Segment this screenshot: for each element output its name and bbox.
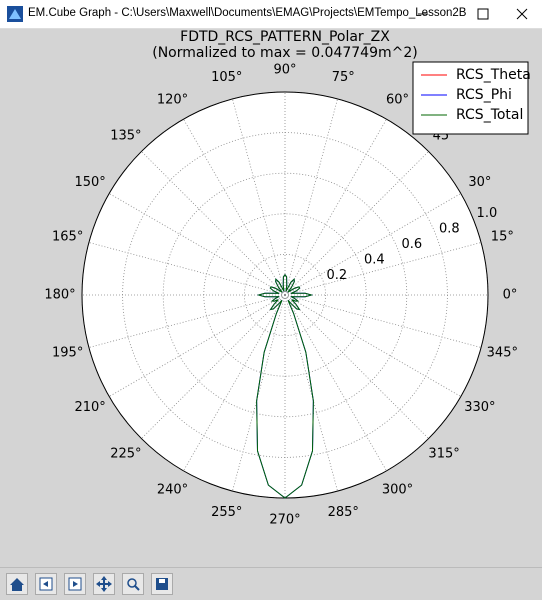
grid-spoke: [232, 294, 286, 492]
grid-spoke: [284, 294, 338, 492]
grid-spoke: [108, 193, 286, 296]
grid-ring: [203, 213, 367, 377]
grid-spoke: [284, 98, 338, 296]
grid-spoke: [284, 294, 387, 472]
angle-tick-label: 240°: [157, 482, 188, 497]
grid-spoke: [88, 294, 286, 348]
grid-spoke: [88, 242, 286, 296]
radial-tick-label: 0.6: [402, 237, 423, 252]
grid-spoke: [284, 151, 429, 296]
chart-title: FDTD_RCS_PATTERN_Polar_ZX: [180, 29, 390, 45]
angle-tick-label: 255°: [211, 505, 242, 520]
forward-button[interactable]: [64, 573, 86, 595]
angle-tick-label: 345°: [487, 346, 518, 361]
save-button[interactable]: [151, 573, 173, 595]
angle-tick-label: 105°: [211, 70, 242, 85]
angle-tick-label: 210°: [74, 400, 105, 415]
angle-tick-label: 0°: [503, 288, 518, 303]
grid-spoke: [183, 118, 286, 296]
window-controls: [418, 8, 528, 20]
series-line: [256, 273, 314, 499]
grid-spoke: [232, 98, 286, 296]
close-button[interactable]: [516, 8, 528, 20]
grid-ring: [162, 172, 408, 418]
radial-tick-label: 1.0: [477, 206, 498, 221]
legend-label: RCS_Theta: [456, 67, 531, 83]
angle-tick-label: 180°: [44, 288, 75, 303]
grid-spoke: [284, 294, 429, 439]
angle-tick-label: 90°: [273, 63, 296, 78]
angle-tick-label: 15°: [491, 229, 514, 244]
angle-tick-label: 75°: [332, 70, 355, 85]
angle-tick-label: 135°: [110, 128, 141, 143]
radial-tick-label: 0.4: [364, 252, 385, 267]
toolbar: [0, 567, 542, 600]
legend-label: RCS_Total: [456, 107, 523, 123]
angle-tick-label: 165°: [52, 229, 83, 244]
grid-spoke: [284, 193, 462, 296]
grid-spoke: [141, 151, 286, 296]
grid-spoke: [284, 118, 387, 296]
angle-tick-label: 330°: [464, 400, 495, 415]
angle-tick-label: 285°: [328, 505, 359, 520]
app-icon: [7, 6, 23, 22]
angle-tick-label: 150°: [74, 175, 105, 190]
legend-label: RCS_Phi: [456, 87, 512, 103]
legend-box: [412, 61, 529, 135]
grid-ring: [243, 253, 326, 336]
angle-tick-label: 225°: [110, 447, 141, 462]
maximize-button[interactable]: [477, 8, 489, 20]
angle-tick-label: 270°: [269, 513, 300, 528]
angle-tick-label: 195°: [52, 346, 83, 361]
grid-spoke: [284, 294, 482, 348]
grid-ring: [122, 132, 448, 458]
angle-tick-label: 120°: [157, 93, 188, 108]
angle-tick-label: 60°: [386, 93, 409, 108]
zoom-button[interactable]: [122, 573, 144, 595]
chart: FDTD_RCS_PATTERN_Polar_ZX (Normalized to…: [44, 29, 531, 528]
title-bar: EM.Cube Graph - C:\Users\Maxwell\Documen…: [0, 0, 542, 29]
chart-subtitle: (Normalized to max = 0.047749m^2): [152, 45, 417, 61]
radial-tick-label: 0.8: [439, 221, 460, 236]
angle-tick-label: 300°: [382, 482, 413, 497]
home-button[interactable]: [6, 573, 28, 595]
angle-tick-label: 30°: [468, 175, 491, 190]
grid-spoke: [141, 294, 286, 439]
grid-spoke: [284, 242, 482, 296]
grid-spoke: [108, 294, 286, 397]
grid-spoke: [183, 294, 286, 472]
window-title: EM.Cube Graph - C:\Users\Maxwell\Documen…: [28, 7, 467, 19]
grid-spoke: [284, 294, 462, 397]
radial-tick-label: 0.2: [327, 268, 348, 283]
pan-button[interactable]: [93, 573, 115, 595]
angle-tick-label: 315°: [428, 447, 459, 462]
back-button[interactable]: [35, 573, 57, 595]
